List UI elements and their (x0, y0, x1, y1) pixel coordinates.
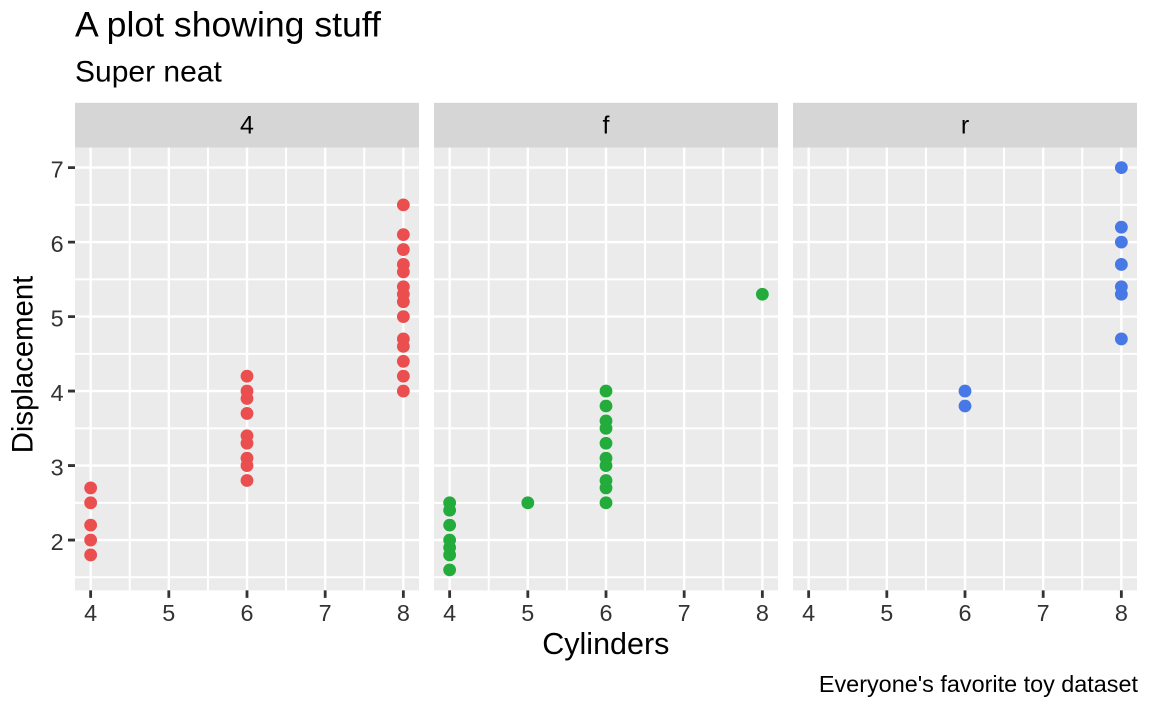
svg-text:4: 4 (51, 380, 64, 406)
svg-text:7: 7 (1037, 600, 1050, 626)
svg-text:4: 4 (84, 600, 97, 626)
svg-text:5: 5 (162, 600, 175, 626)
svg-text:5: 5 (521, 600, 534, 626)
svg-text:6: 6 (240, 600, 253, 626)
svg-text:5: 5 (880, 600, 893, 626)
svg-text:A plot showing stuff: A plot showing stuff (75, 4, 381, 44)
svg-text:5: 5 (51, 306, 64, 332)
svg-text:f: f (603, 112, 610, 140)
svg-text:4: 4 (240, 112, 254, 140)
svg-text:Everyone's favorite toy datase: Everyone's favorite toy dataset (819, 671, 1139, 697)
svg-text:Cylinders: Cylinders (542, 627, 669, 661)
svg-text:8: 8 (1115, 600, 1128, 626)
svg-text:7: 7 (319, 600, 332, 626)
svg-text:4: 4 (802, 600, 815, 626)
svg-text:6: 6 (51, 231, 64, 257)
svg-text:r: r (961, 112, 969, 140)
svg-text:6: 6 (599, 600, 612, 626)
svg-text:3: 3 (51, 455, 64, 481)
svg-text:4: 4 (443, 600, 456, 626)
svg-text:8: 8 (756, 600, 769, 626)
svg-text:7: 7 (51, 157, 64, 183)
svg-text:8: 8 (397, 600, 410, 626)
svg-text:Super neat: Super neat (75, 56, 222, 89)
svg-text:7: 7 (678, 600, 691, 626)
svg-text:6: 6 (958, 600, 971, 626)
svg-text:2: 2 (51, 529, 64, 555)
svg-text:Displacement: Displacement (7, 276, 40, 453)
